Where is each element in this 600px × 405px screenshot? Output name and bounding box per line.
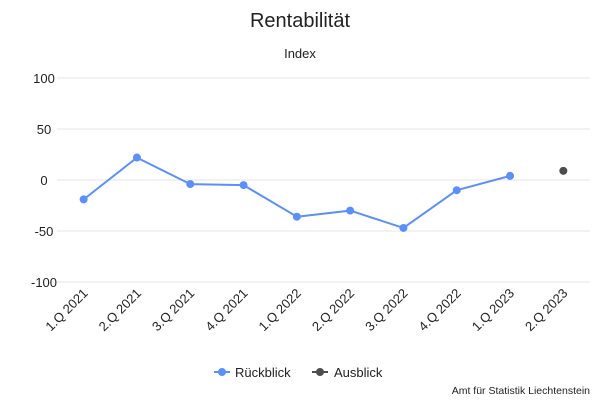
x-tick-label: 2.Q 2022: [309, 286, 357, 334]
y-tick-label: -50: [35, 224, 54, 239]
series: [79, 153, 568, 232]
x-tick-label: 2.Q 2021: [96, 286, 144, 334]
data-point-rueckblick[interactable]: [506, 171, 515, 180]
x-tick-label: 4.Q 2021: [202, 286, 250, 334]
legend-marker-rueckblick: [218, 368, 226, 376]
source-credit: Amt für Statistik Liechtenstein: [452, 385, 590, 397]
data-point-rueckblick[interactable]: [346, 206, 355, 215]
data-point-rueckblick[interactable]: [79, 195, 88, 204]
legend[interactable]: Rückblick Ausblick: [214, 365, 383, 380]
chart-title: Rentabilität: [250, 10, 351, 32]
y-tick-label: 100: [33, 71, 55, 86]
y-tick-label: -100: [31, 275, 57, 290]
x-tick-label: 1.Q 2021: [42, 286, 90, 334]
x-axis: 1.Q 2021 2.Q 2021 3.Q 2021 4.Q 2021 1.Q 2022…: [42, 286, 570, 334]
legend-item-ausblick[interactable]: Ausblick: [312, 365, 383, 380]
legend-label-rueckblick: Rückblick: [235, 365, 291, 380]
data-point-rueckblick[interactable]: [239, 181, 248, 190]
data-point-rueckblick[interactable]: [186, 180, 195, 189]
data-point-rueckblick[interactable]: [292, 212, 301, 221]
x-tick-label: 3.Q 2021: [149, 286, 197, 334]
data-point-rueckblick[interactable]: [132, 153, 141, 162]
chart-subtitle: Index: [284, 46, 316, 61]
legend-label-ausblick: Ausblick: [334, 365, 383, 380]
x-tick-label: 2.Q 2023: [522, 286, 570, 334]
x-tick-label: 1.Q 2022: [256, 286, 304, 334]
y-tick-label: 0: [40, 173, 47, 188]
legend-marker-ausblick: [316, 368, 324, 376]
legend-item-rueckblick[interactable]: Rückblick: [214, 365, 291, 380]
data-point-rueckblick[interactable]: [452, 186, 461, 195]
y-tick-label: 50: [37, 122, 51, 137]
grid: [57, 77, 590, 283]
x-tick-label: 4.Q 2022: [415, 286, 463, 334]
data-point-rueckblick[interactable]: [399, 223, 408, 232]
y-axis: 100 50 0 -50 -100: [31, 71, 57, 290]
x-tick-label: 1.Q 2023: [469, 286, 517, 334]
data-point-ausblick[interactable]: [559, 166, 568, 175]
x-tick-label: 3.Q 2022: [362, 286, 410, 334]
